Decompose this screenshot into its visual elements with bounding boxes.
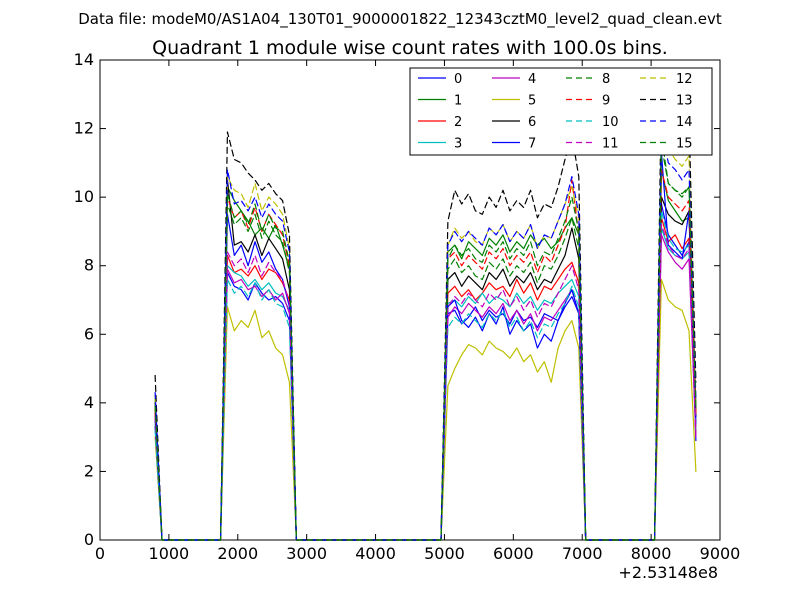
- x-tick-label: 9000: [700, 544, 741, 563]
- legend-label-6: 6: [528, 115, 536, 130]
- y-tick-label: 10: [74, 187, 94, 206]
- chart-title: Quadrant 1 module wise count rates with …: [152, 37, 668, 59]
- x-tick-label: 3000: [286, 544, 327, 563]
- data-file-label: Data file: modeM0/AS1A04_130T01_90000018…: [78, 10, 722, 29]
- legend-label-15: 15: [676, 137, 693, 152]
- series-line-14: [154, 127, 697, 541]
- x-axis: 0 1000 2000 3000 4000 5000 6000 7000 8000 9000: [95, 60, 740, 563]
- x-tick-label: 4000: [355, 544, 396, 563]
- legend-label-7: 7: [528, 137, 536, 152]
- x-tick-label: 8000: [631, 544, 672, 563]
- legend-label-5: 5: [528, 94, 536, 109]
- legend-label-3: 3: [454, 137, 462, 152]
- legend-label-8: 8: [602, 72, 610, 87]
- y-tick-label: 14: [74, 50, 94, 69]
- x-tick-label: 6000: [493, 544, 534, 563]
- legend-label-2: 2: [454, 115, 462, 130]
- legend-label-4: 4: [528, 72, 536, 87]
- x-tick-label: 2000: [217, 544, 258, 563]
- legend-label-11: 11: [602, 137, 619, 152]
- legend-label-0: 0: [454, 72, 462, 87]
- x-tick-label: 0: [95, 544, 105, 563]
- x-tick-label: 1000: [149, 544, 190, 563]
- legend-label-13: 13: [676, 94, 693, 109]
- y-tick-label: 6: [84, 324, 94, 343]
- y-tick-label: 0: [84, 530, 94, 549]
- y-tick-label: 2: [84, 461, 94, 480]
- y-tick-label: 12: [74, 119, 94, 138]
- x-tick-label: 7000: [562, 544, 603, 563]
- legend-label-1: 1: [454, 94, 462, 109]
- series-line-15: [154, 145, 697, 541]
- legend-label-9: 9: [602, 94, 610, 109]
- legend-label-14: 14: [676, 115, 693, 130]
- series-line-11: [154, 223, 697, 541]
- legend-label-12: 12: [676, 72, 693, 87]
- legend-label-10: 10: [602, 115, 619, 130]
- legend-box: [409, 67, 713, 156]
- x-tick-label: 5000: [424, 544, 465, 563]
- series-layer: [154, 86, 697, 541]
- x-offset-label: +2.53148e8: [618, 563, 718, 582]
- y-tick-label: 8: [84, 256, 94, 275]
- y-tick-label: 4: [84, 393, 94, 412]
